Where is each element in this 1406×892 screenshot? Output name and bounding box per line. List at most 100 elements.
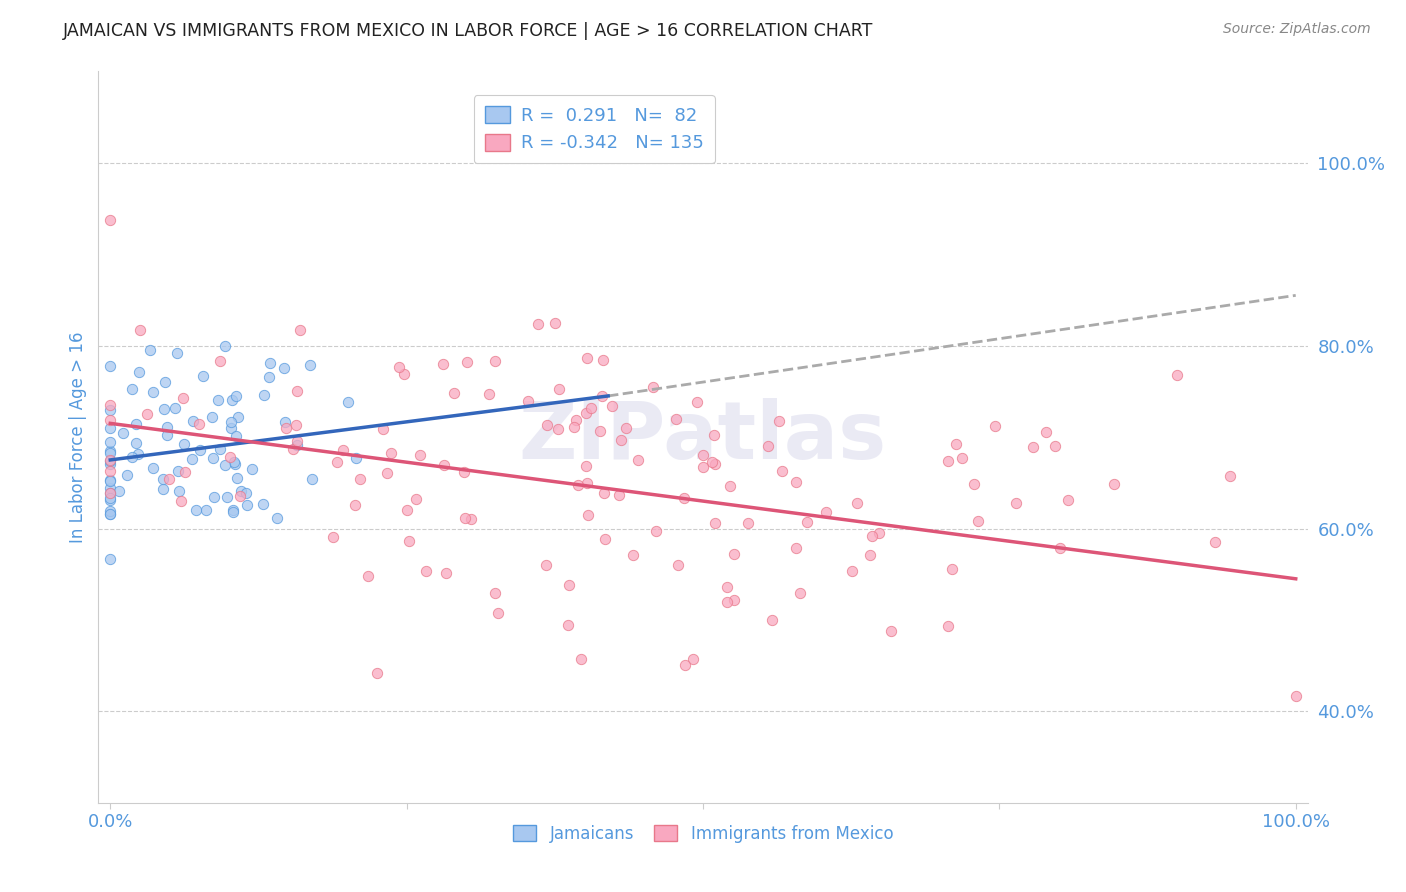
Point — [841, 564, 863, 578]
Point — [371, 422, 394, 436]
Point — [785, 541, 807, 555]
Point — [789, 586, 811, 600]
Y-axis label: In Labor Force | Age > 16: In Labor Force | Age > 16 — [69, 331, 87, 543]
Point — [756, 440, 779, 454]
Point — [574, 459, 596, 474]
Point — [478, 387, 501, 401]
Point — [557, 618, 579, 632]
Point — [129, 323, 152, 337]
Point — [221, 503, 243, 517]
Point — [125, 417, 148, 431]
Point — [1102, 476, 1125, 491]
Point — [332, 443, 354, 458]
Point — [226, 471, 249, 485]
Point — [285, 384, 308, 399]
Point — [336, 395, 359, 409]
Point — [484, 354, 506, 368]
Point — [409, 448, 432, 462]
Point — [1166, 368, 1188, 382]
Point — [936, 454, 959, 468]
Point — [98, 493, 121, 508]
Point — [298, 358, 321, 372]
Point — [209, 354, 232, 368]
Point — [682, 651, 704, 665]
Point — [641, 380, 664, 394]
Point — [98, 473, 121, 487]
Point — [571, 652, 593, 666]
Point — [166, 464, 188, 478]
Point — [966, 514, 988, 528]
Point — [225, 389, 247, 403]
Point — [322, 530, 344, 544]
Point — [181, 452, 204, 467]
Point — [288, 323, 311, 337]
Point — [285, 418, 308, 433]
Point — [692, 460, 714, 475]
Point — [432, 357, 454, 371]
Point — [208, 442, 231, 457]
Point — [868, 526, 890, 541]
Point — [454, 510, 477, 524]
Point — [125, 436, 148, 450]
Point — [159, 472, 181, 486]
Point — [460, 512, 482, 526]
Point — [377, 466, 399, 480]
Point — [218, 450, 240, 465]
Point — [98, 552, 121, 566]
Point — [181, 414, 204, 428]
Point — [98, 452, 121, 467]
Point — [226, 409, 249, 424]
Point — [166, 346, 188, 360]
Point — [565, 412, 588, 426]
Point — [153, 401, 176, 416]
Point — [266, 511, 288, 525]
Point — [273, 361, 295, 376]
Point — [396, 502, 419, 516]
Point — [1219, 469, 1241, 483]
Point — [434, 566, 457, 580]
Point — [142, 461, 165, 475]
Point — [860, 528, 883, 542]
Point — [187, 417, 209, 431]
Point — [98, 507, 121, 521]
Point — [609, 434, 631, 448]
Point — [547, 422, 569, 436]
Point — [941, 562, 963, 576]
Point — [716, 580, 738, 594]
Point — [621, 548, 644, 562]
Point — [453, 465, 475, 479]
Point — [174, 465, 197, 479]
Point — [592, 353, 614, 368]
Point — [98, 454, 121, 468]
Point — [98, 402, 121, 417]
Point — [702, 455, 724, 469]
Point — [963, 476, 986, 491]
Point — [1045, 439, 1067, 453]
Point — [1057, 492, 1080, 507]
Point — [544, 316, 567, 330]
Point — [600, 399, 623, 413]
Point — [98, 486, 121, 500]
Point — [692, 448, 714, 462]
Point — [201, 409, 224, 424]
Text: Source: ZipAtlas.com: Source: ZipAtlas.com — [1223, 22, 1371, 37]
Point — [222, 505, 245, 519]
Point — [349, 472, 371, 486]
Point — [768, 414, 790, 428]
Point — [704, 516, 727, 530]
Point — [98, 443, 121, 458]
Point — [98, 486, 121, 500]
Point — [433, 458, 456, 473]
Point — [202, 490, 225, 504]
Point — [98, 503, 121, 517]
Point — [1204, 535, 1226, 549]
Point — [195, 503, 218, 517]
Point — [1035, 425, 1057, 439]
Point — [859, 548, 882, 562]
Point — [98, 507, 121, 521]
Point — [170, 494, 193, 508]
Point — [191, 369, 214, 384]
Point — [716, 595, 738, 609]
Point — [215, 490, 238, 504]
Point — [579, 401, 602, 416]
